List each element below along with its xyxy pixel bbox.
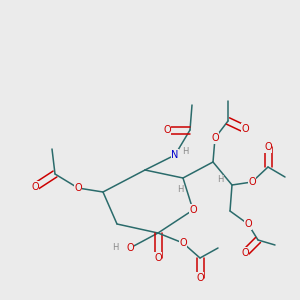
Text: O: O <box>179 238 187 248</box>
Text: O: O <box>189 205 197 215</box>
Text: O: O <box>154 253 162 263</box>
Text: H: H <box>177 185 183 194</box>
Text: O: O <box>244 219 252 229</box>
Text: H: H <box>217 176 223 184</box>
Text: O: O <box>196 273 204 283</box>
Text: O: O <box>163 125 171 135</box>
Text: H: H <box>182 146 188 155</box>
Text: O: O <box>264 142 272 152</box>
Text: N: N <box>171 150 179 160</box>
Text: O: O <box>74 183 82 193</box>
Text: H: H <box>112 244 118 253</box>
Text: O: O <box>241 248 249 258</box>
Text: O: O <box>248 177 256 187</box>
Text: O: O <box>126 243 134 253</box>
Text: O: O <box>241 124 249 134</box>
Text: O: O <box>31 182 39 192</box>
Text: O: O <box>211 133 219 143</box>
